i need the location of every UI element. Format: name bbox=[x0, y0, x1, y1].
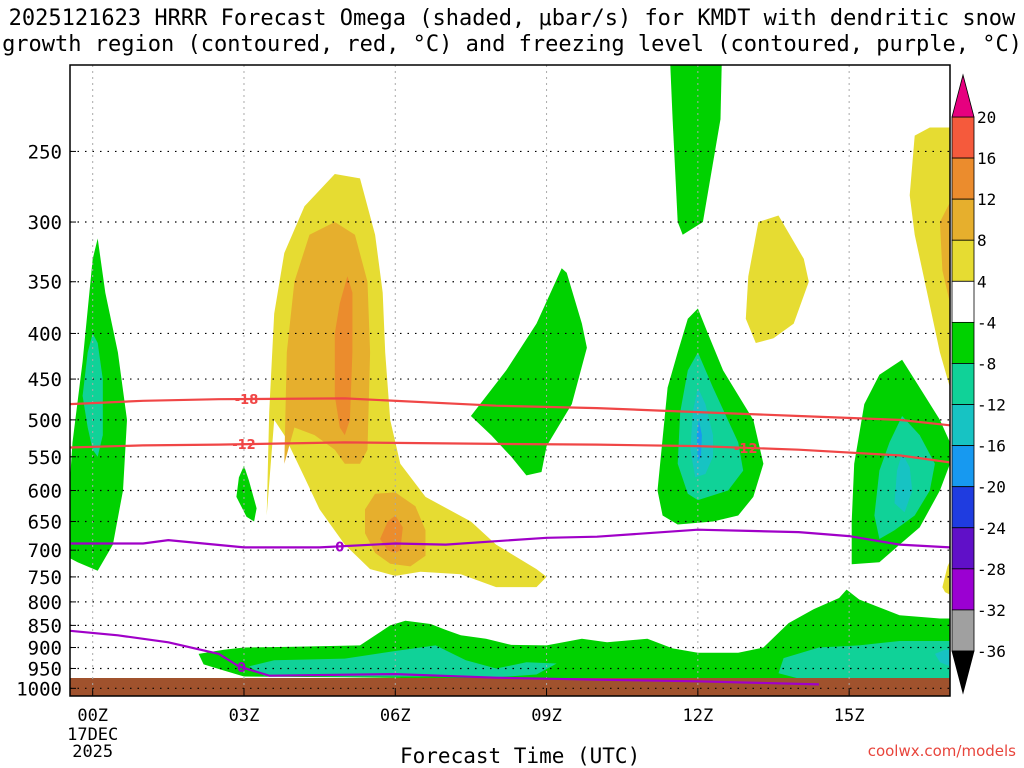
colorbar-label: -28 bbox=[977, 560, 1006, 579]
colorbar-swatch bbox=[951, 239, 975, 282]
y-tick-label: 750 bbox=[28, 567, 62, 589]
colorbar-min-arrow bbox=[951, 650, 975, 695]
colorbar-swatch bbox=[951, 404, 975, 447]
x-tick-label: 15Z bbox=[834, 706, 865, 726]
omega-region bbox=[670, 65, 722, 235]
y-tick-label: 650 bbox=[28, 511, 62, 533]
colorbar-label: -36 bbox=[977, 642, 1006, 661]
colorbar-label: -32 bbox=[977, 601, 1006, 620]
dgz_bottom-contour bbox=[70, 441, 950, 464]
x-tick-label: 06Z bbox=[380, 706, 411, 726]
colorbar-label: 4 bbox=[977, 272, 987, 291]
colorbar-label: 20 bbox=[977, 108, 996, 127]
y-tick-label: 800 bbox=[28, 592, 62, 614]
chart-title-line-1: 2025121623 HRRR Forecast Omega (shaded, … bbox=[8, 6, 1016, 31]
y-tick-label: 600 bbox=[28, 480, 62, 502]
colorbar-swatch bbox=[951, 198, 975, 241]
omega-region bbox=[745, 215, 809, 343]
colorbar-max-arrow bbox=[951, 73, 975, 118]
omega-region bbox=[778, 641, 950, 681]
colorbar-label: 8 bbox=[977, 231, 987, 250]
y-tick-label: 1000 bbox=[16, 678, 62, 700]
colorbar-label: -20 bbox=[977, 478, 1006, 497]
contour-label: 0 bbox=[237, 661, 246, 676]
omega-region bbox=[942, 561, 950, 595]
colorbar-swatch bbox=[951, 486, 975, 529]
x-tick-label: 00Z bbox=[77, 706, 108, 726]
omega-region bbox=[470, 268, 587, 476]
omega-region bbox=[690, 387, 713, 478]
y-tick-label: 450 bbox=[28, 369, 62, 391]
contour-label: -12 bbox=[232, 438, 256, 453]
x-date-label: 2025 bbox=[72, 742, 113, 762]
contour-label: -18 bbox=[235, 393, 259, 408]
colorbar-label: 16 bbox=[977, 149, 996, 168]
x-axis-title: Forecast Time (UTC) bbox=[400, 744, 641, 768]
omega-region bbox=[236, 465, 257, 522]
y-tick-label: 550 bbox=[28, 447, 62, 469]
y-tick-label: 250 bbox=[28, 141, 62, 163]
omega-region bbox=[894, 453, 913, 513]
y-tick-label: 850 bbox=[28, 615, 62, 637]
y-tick-label: 500 bbox=[28, 410, 62, 432]
colorbar-label: -16 bbox=[977, 437, 1006, 456]
colorbar-swatch bbox=[951, 527, 975, 570]
contour-label: -12 bbox=[734, 442, 758, 457]
omega-region bbox=[934, 649, 950, 667]
colorbar-label: -24 bbox=[977, 519, 1006, 538]
credit-link[interactable]: coolwx.com/models bbox=[867, 742, 1016, 760]
freezing_upper-contour bbox=[70, 528, 950, 549]
y-tick-label: 350 bbox=[28, 272, 62, 294]
chart-title-line-2: growth region (contoured, red, °C) and f… bbox=[2, 32, 1022, 57]
dgz_top-contour bbox=[70, 397, 950, 427]
colorbar-swatch bbox=[951, 363, 975, 405]
omega-region bbox=[909, 127, 950, 388]
colorbar-swatch bbox=[951, 445, 975, 488]
y-tick-label: 900 bbox=[28, 638, 62, 660]
x-tick-label: 03Z bbox=[229, 706, 260, 726]
colorbar-swatch bbox=[951, 116, 975, 159]
colorbar-label: 12 bbox=[977, 190, 996, 209]
y-tick-label: 950 bbox=[28, 658, 62, 680]
colorbar-label: -8 bbox=[977, 354, 996, 373]
y-tick-label: 400 bbox=[28, 323, 62, 345]
plot-frame bbox=[69, 64, 951, 697]
colorbar-label: -12 bbox=[977, 396, 1006, 415]
colorbar-swatch bbox=[951, 609, 975, 652]
freezing_lower-contour bbox=[70, 629, 819, 686]
contour-label: 0 bbox=[335, 540, 344, 555]
x-tick-label: 12Z bbox=[682, 706, 713, 726]
omega-region bbox=[939, 202, 950, 304]
colorbar-label: -4 bbox=[977, 313, 996, 332]
x-tick-label: 09Z bbox=[531, 706, 562, 726]
omega-region bbox=[249, 645, 557, 678]
ground-surface bbox=[70, 678, 950, 696]
x-date-label: 17DEC bbox=[67, 725, 118, 745]
colorbar-swatch bbox=[951, 568, 975, 611]
y-tick-label: 700 bbox=[28, 540, 62, 562]
omega-region bbox=[334, 276, 353, 436]
colorbar-swatch bbox=[951, 157, 975, 200]
y-tick-label: 300 bbox=[28, 212, 62, 234]
colorbar-swatch bbox=[951, 321, 975, 364]
colorbar-swatch bbox=[951, 280, 975, 323]
